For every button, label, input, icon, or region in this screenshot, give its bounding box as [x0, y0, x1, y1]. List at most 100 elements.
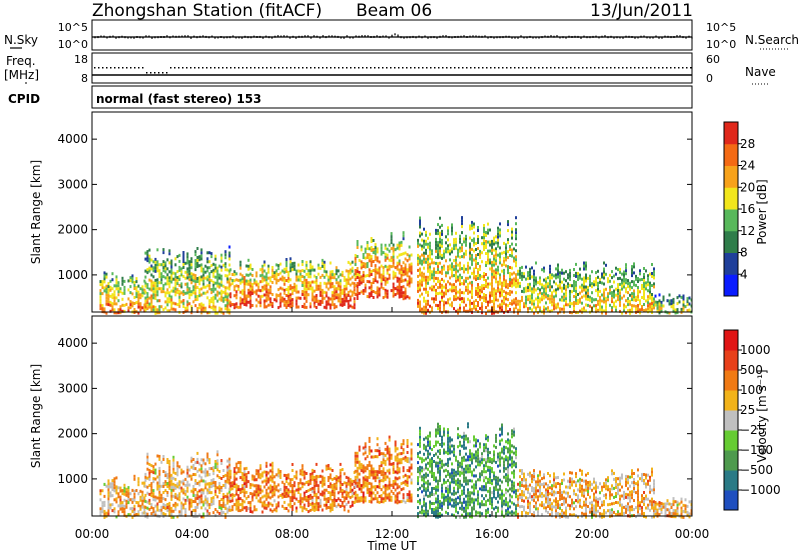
- power-cell: [233, 285, 236, 289]
- velocity-cell: [427, 494, 429, 498]
- power-cell: [269, 297, 272, 301]
- power-colorbar-label: 12: [740, 224, 755, 238]
- velocity-cell: [176, 482, 179, 486]
- velocity-cell: [419, 471, 421, 475]
- power-cell: [410, 277, 413, 281]
- velocity-cell: [291, 463, 294, 466]
- velocity-cell: [243, 506, 246, 510]
- power-cell: [372, 278, 375, 281]
- power-cell: [605, 299, 607, 303]
- velocity-cell: [382, 470, 385, 474]
- power-cell: [423, 266, 425, 270]
- power-cell: [103, 280, 106, 284]
- power-cell: [419, 219, 421, 223]
- nave-point: [626, 67, 628, 69]
- power-cell: [559, 298, 561, 302]
- power-cell: [495, 262, 497, 266]
- velocity-cell: [329, 509, 332, 513]
- power-cell: [182, 299, 185, 302]
- velocity-cell: [378, 500, 381, 504]
- velocity-cell: [329, 467, 332, 471]
- power-cell: [247, 279, 250, 283]
- velocity-cell: [333, 476, 336, 480]
- power-cell: [435, 276, 437, 280]
- power-cell: [643, 267, 645, 270]
- power-cell: [525, 298, 527, 302]
- nave-point: [190, 67, 192, 69]
- power-cell: [188, 272, 191, 276]
- velocity-cell: [214, 463, 217, 466]
- power-cell: [561, 286, 563, 290]
- power-cell: [172, 277, 175, 281]
- velocity-cell: [347, 509, 350, 513]
- velocity-cell: [267, 504, 270, 508]
- velocity-cell: [216, 459, 219, 463]
- power-cell: [589, 295, 591, 299]
- power-cell: [109, 279, 112, 283]
- nave-point: [538, 67, 540, 69]
- power-colorbar-swatch: [724, 209, 738, 232]
- velocity-cell: [337, 476, 340, 480]
- power-cell: [505, 303, 507, 307]
- velocity-cell: [335, 478, 338, 482]
- power-cell: [146, 256, 149, 260]
- power-y-tick-label: 1000: [57, 268, 88, 282]
- velocity-cell: [154, 471, 157, 475]
- velocity-cell: [152, 480, 155, 484]
- power-cell: [419, 225, 421, 229]
- power-cell: [176, 276, 179, 280]
- power-cell: [459, 291, 461, 295]
- velocity-cell: [265, 494, 268, 498]
- power-cell: [158, 305, 161, 309]
- power-cell: [121, 297, 124, 301]
- velocity-cell: [182, 479, 185, 483]
- velocity-cell: [370, 482, 373, 486]
- velocity-cell: [297, 488, 300, 491]
- power-cell: [607, 292, 609, 296]
- velocity-cell: [208, 491, 211, 495]
- velocity-cell: [271, 503, 274, 507]
- power-cell: [429, 265, 431, 269]
- velocity-cell: [382, 455, 385, 459]
- power-cell: [435, 240, 437, 244]
- power-cell: [595, 289, 597, 293]
- power-cell: [212, 298, 215, 302]
- power-cell: [206, 296, 209, 300]
- velocity-cell: [339, 462, 342, 466]
- noise-axis-right-top: 10^5: [706, 21, 736, 34]
- power-cell: [386, 265, 389, 269]
- velocity-cell: [398, 485, 401, 489]
- power-cell: [398, 259, 401, 263]
- power-cell: [495, 268, 497, 272]
- power-cell: [533, 305, 535, 309]
- velocity-cell: [423, 503, 425, 507]
- power-cell: [283, 288, 286, 292]
- power-cell: [591, 291, 593, 295]
- power-cell: [372, 248, 375, 251]
- velocity-cell: [113, 477, 116, 481]
- power-cell: [295, 278, 298, 282]
- velocity-cell: [214, 484, 217, 487]
- velocity-cell: [386, 496, 389, 500]
- power-cell: [137, 302, 140, 306]
- power-cell: [557, 302, 559, 306]
- power-cell: [184, 309, 187, 313]
- power-cell: [495, 298, 497, 302]
- power-cell: [463, 300, 465, 304]
- power-cell: [583, 306, 585, 310]
- power-cell: [533, 272, 535, 276]
- power-cell: [339, 300, 342, 304]
- velocity-cell: [431, 487, 433, 490]
- power-cell: [174, 275, 177, 279]
- velocity-cell: [410, 451, 413, 455]
- power-cell: [601, 311, 603, 315]
- power-cell: [559, 274, 561, 278]
- velocity-cell: [166, 473, 169, 476]
- power-cell: [419, 270, 421, 274]
- power-cell: [164, 270, 167, 274]
- power-cell: [113, 296, 116, 300]
- power-cell: [541, 268, 543, 272]
- velocity-cell: [208, 506, 211, 510]
- velocity-cell: [390, 483, 393, 487]
- power-cell: [431, 258, 433, 262]
